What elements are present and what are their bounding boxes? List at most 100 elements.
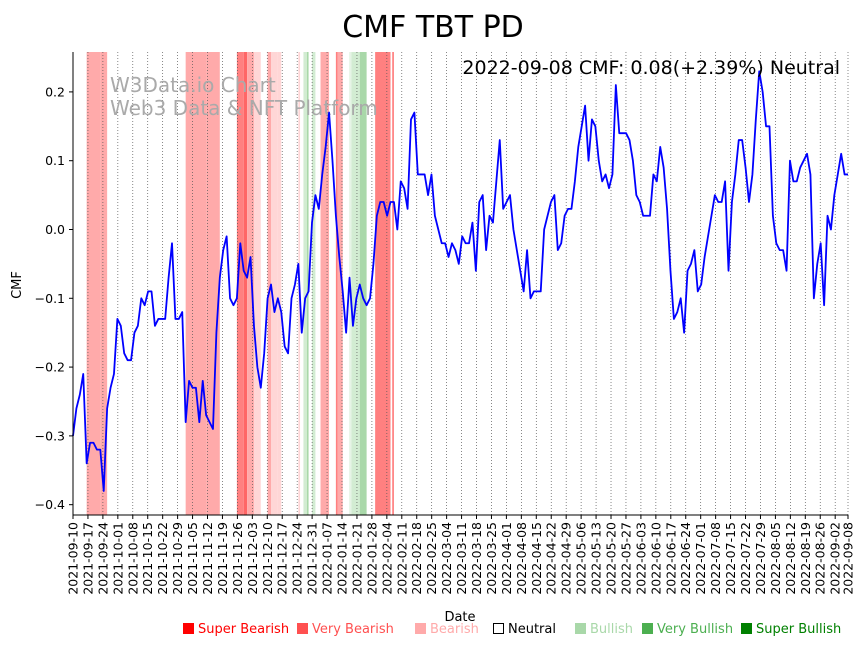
- band-bearish: [267, 52, 272, 515]
- legend-label: Bearish: [430, 622, 479, 637]
- y-tick-label: −0.4: [35, 497, 65, 512]
- x-tick-label: 2021-12-17: [275, 522, 290, 595]
- legend-swatch: [493, 623, 504, 634]
- x-tick-label: 2022-08-26: [813, 522, 828, 595]
- x-tick-label: 2022-09-08: [841, 522, 856, 595]
- legend-swatch: [297, 623, 308, 634]
- x-tick-label: 2022-01-28: [364, 522, 379, 595]
- band-super-bearish: [243, 52, 248, 515]
- x-tick-label: 2021-11-26: [230, 522, 245, 595]
- x-tick-label: 2022-06-24: [678, 522, 693, 595]
- legend: Super Bearish Very Bearish Bearish Neutral B…: [183, 622, 841, 637]
- x-tick-label: 2022-06-17: [663, 522, 678, 595]
- band-bearish: [206, 52, 220, 515]
- x-tick-label: 2022-02-04: [379, 522, 394, 595]
- x-tick-label: 2021-10-08: [125, 522, 140, 595]
- band-light-bullish: [351, 52, 360, 515]
- band-light-bullish: [311, 52, 316, 515]
- band-very-bearish: [375, 52, 391, 515]
- x-tick-label: 2022-04-08: [514, 522, 529, 595]
- x-tick-label: 2022-08-05: [768, 522, 783, 595]
- x-tick-label: 2022-06-10: [648, 522, 663, 595]
- legend-label: Neutral: [508, 622, 556, 637]
- legend-label: Very Bearish: [312, 622, 394, 637]
- legend-swatch: [741, 623, 752, 634]
- x-tick-label: 2022-09-02: [828, 522, 843, 595]
- x-tick-label: 2022-02-11: [394, 522, 409, 595]
- x-tick-label: 2022-04-01: [499, 522, 514, 595]
- x-tick-label: 2022-05-20: [604, 522, 619, 595]
- band-bearish: [86, 52, 101, 515]
- legend-label: Super Bearish: [198, 622, 289, 637]
- x-tick-label: 2022-05-27: [618, 522, 633, 595]
- x-tick-label: 2021-09-10: [66, 522, 81, 595]
- y-axis-label: CMF: [10, 271, 25, 299]
- y-tick-label: 0.2: [45, 84, 65, 99]
- y-tick-label: −0.2: [35, 360, 65, 375]
- band-very-bearish: [335, 52, 338, 515]
- legend-label: Super Bullish: [756, 622, 841, 637]
- x-tick-label: 2021-11-05: [185, 522, 200, 595]
- x-tick-label: 2022-04-15: [529, 522, 544, 595]
- legend-swatch: [183, 623, 194, 634]
- status-readout: 2022-09-08 CMF: 0.08(+2.39%) Neutral: [462, 57, 840, 79]
- x-tick-label: 2022-04-22: [544, 522, 559, 595]
- y-tick-label: 0.1: [45, 153, 65, 168]
- x-tick-label: 2021-11-19: [215, 522, 230, 595]
- watermark-line-1: W3Data.io Chart: [110, 73, 276, 97]
- x-tick-label: 2021-12-31: [305, 522, 320, 595]
- x-tick-label: 2021-12-24: [290, 522, 305, 595]
- band-bearish: [247, 52, 254, 515]
- x-tick-label: 2021-10-22: [155, 522, 170, 595]
- band-bearish: [337, 52, 343, 515]
- x-tick-label: 2022-01-14: [335, 522, 350, 595]
- band-light-bearish: [253, 52, 261, 515]
- legend-swatch: [575, 623, 586, 634]
- legend-swatch: [415, 623, 426, 634]
- x-tick-label: 2022-08-19: [798, 522, 813, 595]
- band-bearish: [100, 52, 108, 515]
- x-tick-label: 2022-02-25: [424, 522, 439, 595]
- x-tick-label: 2022-07-08: [708, 522, 723, 595]
- x-tick-label: 2022-01-07: [320, 522, 335, 595]
- x-tick-label: 2022-05-06: [574, 522, 589, 595]
- band-light-bullish: [303, 52, 307, 515]
- watermark: W3Data.io Chart Web3 Data & NFT Platform: [110, 73, 378, 120]
- x-tick-label: 2021-10-01: [110, 522, 125, 595]
- x-tick-label: 2022-03-11: [454, 522, 469, 595]
- y-tick-label: −0.3: [35, 428, 65, 443]
- x-tick-label: 2022-07-29: [753, 522, 768, 595]
- x-tick-label: 2022-07-15: [723, 522, 738, 595]
- band-bearish: [185, 52, 207, 515]
- watermark-line-2: Web3 Data & NFT Platform: [110, 96, 378, 120]
- x-tick-label: 2021-10-29: [170, 522, 185, 595]
- chart-title: CMF TBT PD: [342, 10, 524, 45]
- x-tick-label: 2022-05-13: [589, 522, 604, 595]
- x-tick-label: 2022-08-12: [783, 522, 798, 595]
- legend-label: Bullish: [590, 622, 633, 637]
- x-tick-label: 2021-12-03: [245, 522, 260, 595]
- x-tick-label: 2022-01-21: [349, 522, 364, 595]
- legend-swatch: [642, 623, 653, 634]
- x-tick-label: 2022-03-25: [484, 522, 499, 595]
- x-tick-label: 2021-09-17: [80, 522, 95, 595]
- band-bullish: [306, 52, 309, 515]
- x-tick-label: 2021-09-24: [95, 522, 110, 595]
- band-light-bearish: [277, 52, 282, 515]
- x-tick-label: 2021-12-10: [260, 522, 275, 595]
- x-tick-label: 2022-02-18: [409, 522, 424, 595]
- vertical-gridlines: [72, 52, 849, 515]
- y-axis-ticks: 0.2 0.1 0.0 −0.1 −0.2 −0.3 −0.4: [35, 84, 73, 512]
- x-tick-label: 2022-03-04: [439, 522, 454, 595]
- x-tick-label: 2021-10-15: [140, 522, 155, 595]
- x-tick-label: 2021-11-12: [200, 522, 215, 595]
- y-tick-label: 0.0: [45, 222, 65, 237]
- legend-label: Very Bullish: [657, 622, 733, 637]
- x-tick-label: 2022-04-29: [559, 522, 574, 595]
- x-axis-ticks: 2021-09-10 2021-09-17 2021-09-24 2021-10-01…: [66, 515, 856, 595]
- band-bullish: [359, 52, 367, 515]
- band-bearish: [320, 52, 330, 515]
- cmf-line: [72, 70, 848, 492]
- x-tick-label: 2022-03-18: [469, 522, 484, 595]
- x-axis-label: Date: [444, 610, 475, 625]
